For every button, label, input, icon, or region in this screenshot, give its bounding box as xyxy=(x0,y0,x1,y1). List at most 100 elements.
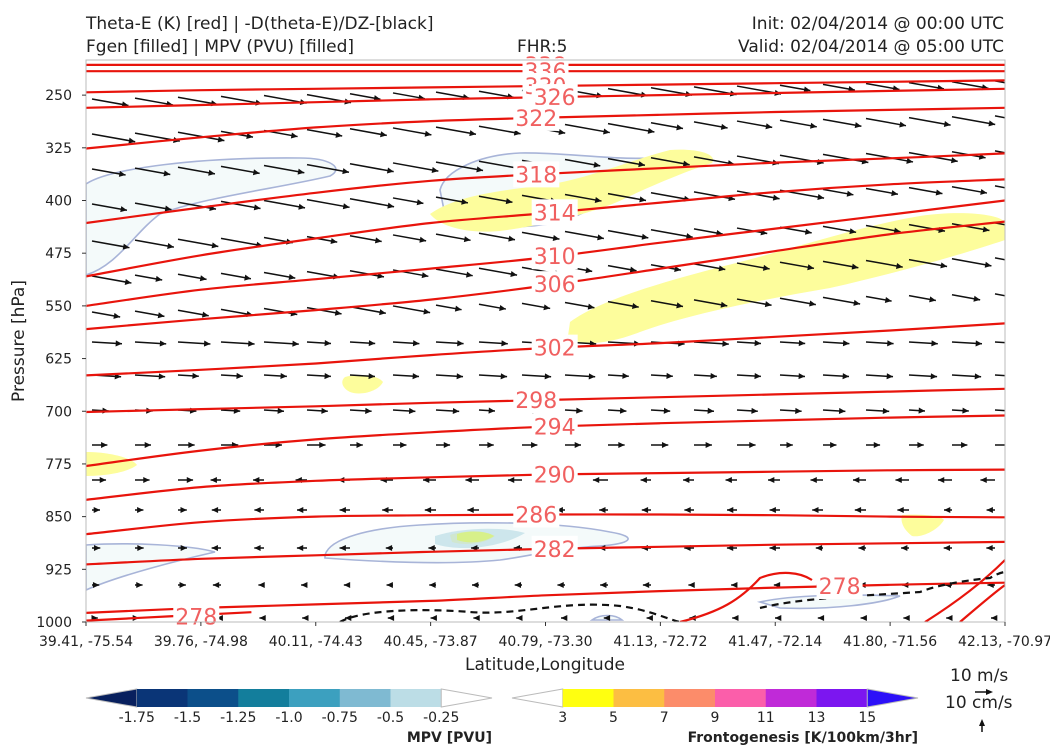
wind-vector-head xyxy=(297,506,304,514)
wind-vector-head xyxy=(642,581,650,589)
wind-vector-head xyxy=(638,161,645,168)
wind-vector-head xyxy=(298,203,306,210)
x-tick-3: 40.45, -73.87 xyxy=(384,634,478,650)
wind-vector-head xyxy=(476,166,484,173)
fgen-core xyxy=(457,531,494,543)
wind-vector-head xyxy=(842,373,849,380)
wind-vector-head xyxy=(574,441,581,449)
wind-vector-head xyxy=(710,372,717,380)
wind-vector-head xyxy=(973,295,981,302)
wind-vector-head xyxy=(1015,259,1022,265)
wind-vector-head xyxy=(412,340,420,347)
wind-vector-head xyxy=(727,506,734,514)
wind-vector-head xyxy=(980,188,987,195)
theta-e-label-294: 294 xyxy=(534,415,576,440)
theta-e-contour-surface xyxy=(924,559,1005,622)
wind-vector-head xyxy=(751,407,758,414)
fgen-colorbar-swatch xyxy=(562,689,614,707)
wind-vector-head xyxy=(676,302,683,309)
wind-vector xyxy=(349,198,395,208)
wind-vector-head xyxy=(500,373,508,380)
wind-vector-head xyxy=(854,506,862,514)
wind-vector xyxy=(91,240,130,249)
wind-vector-head xyxy=(754,373,761,380)
wind-vector xyxy=(134,239,175,248)
wind-vector xyxy=(822,153,869,164)
wind-vector-head xyxy=(543,304,551,311)
wind-vector-head xyxy=(118,170,126,177)
theta-e-label-low: 278 xyxy=(175,605,217,630)
theta-e-label-306: 306 xyxy=(534,273,576,298)
wind-vector-head xyxy=(387,614,395,622)
wind-vector-head xyxy=(508,235,515,242)
wind-vector-head xyxy=(961,441,968,449)
y-tick-625: 625 xyxy=(45,352,72,368)
wind-vector-head xyxy=(297,168,305,175)
wind-vector-head xyxy=(622,372,629,379)
y-tick-1000: 1000 xyxy=(36,615,72,631)
fgen-colorbar-level: 5 xyxy=(609,710,618,726)
wind-vector-head xyxy=(248,340,255,347)
wind-vector-head xyxy=(296,544,304,552)
wind-vector-head xyxy=(335,131,343,138)
wind-vector-head xyxy=(1020,340,1026,346)
x-tick-0: 39.41, -75.54 xyxy=(39,634,133,650)
wind-vector-head xyxy=(386,167,394,174)
theta-e-label-box xyxy=(531,334,578,361)
scale-arrow-horizontal-head xyxy=(986,689,993,695)
wind-vector-head xyxy=(809,300,816,307)
wind-vector-head xyxy=(725,476,732,484)
wind-vector xyxy=(91,275,132,284)
wind-vector xyxy=(91,133,136,143)
wind-vector-head xyxy=(324,340,331,347)
wind-vector xyxy=(865,117,907,127)
wind-vector-head xyxy=(199,275,207,282)
mpv-colorbar-title: MPV [PVU] xyxy=(407,730,492,746)
x-tick-8: 42.13, -70.97 xyxy=(958,634,1050,650)
wind-vector xyxy=(220,95,263,105)
wind-vector-head xyxy=(918,407,925,414)
wind-vector-head xyxy=(986,506,993,514)
fgen-region xyxy=(86,452,137,476)
theta-e-label-298: 298 xyxy=(515,389,557,414)
y-axis-label: Pressure [hPa] xyxy=(9,280,29,402)
wind-vector-head xyxy=(374,237,382,244)
y-tick-250: 250 xyxy=(45,88,72,104)
wind-vector-head xyxy=(884,296,892,303)
wind-vector-head xyxy=(769,506,776,514)
wind-vector xyxy=(521,231,560,240)
fgen-colorbar-swatch xyxy=(715,689,767,707)
wind-vector xyxy=(736,190,780,200)
wind-vector-head xyxy=(385,544,393,552)
wind-vector-head xyxy=(944,506,951,514)
wind-vector-head xyxy=(803,86,811,93)
wind-vector-head xyxy=(917,441,924,449)
wind-vector-head xyxy=(891,190,898,197)
mpv-colorbar-swatch xyxy=(440,688,493,708)
wind-vector-head xyxy=(342,203,350,210)
wind-vector-head xyxy=(144,441,151,449)
wind-vector-head xyxy=(585,267,593,274)
wind-vector xyxy=(220,165,260,175)
wind-vector-head xyxy=(718,265,726,272)
wind-vector xyxy=(994,293,1005,297)
wind-vector-head xyxy=(516,614,523,622)
wind-vector-head xyxy=(339,544,346,552)
mpv-colorbar-level: -1.25 xyxy=(220,710,256,726)
wind-vector-head xyxy=(754,340,761,347)
wind-vector-head xyxy=(817,614,825,622)
wind-vector-head xyxy=(886,373,894,380)
wind-vector-head xyxy=(984,261,992,268)
wind-vector-head xyxy=(244,274,251,281)
wind-vector-head xyxy=(386,581,393,589)
valid-time: Valid: 02/04/2014 @ 05:00 UTC xyxy=(738,37,1004,57)
wind-vector xyxy=(908,116,951,126)
wind-vector-head xyxy=(631,303,639,310)
wind-vector-head xyxy=(443,441,451,449)
scale-arrow-vertical-head xyxy=(979,719,985,726)
mpv-colorbar: -1.75 -1.5 -1.25 -1.0 -0.75 -0.5 -0.25 MPV [PVU… xyxy=(85,688,493,746)
wind-vector-head xyxy=(252,169,260,176)
wind-vector-head xyxy=(720,123,728,130)
wind-vector-head xyxy=(179,581,186,589)
